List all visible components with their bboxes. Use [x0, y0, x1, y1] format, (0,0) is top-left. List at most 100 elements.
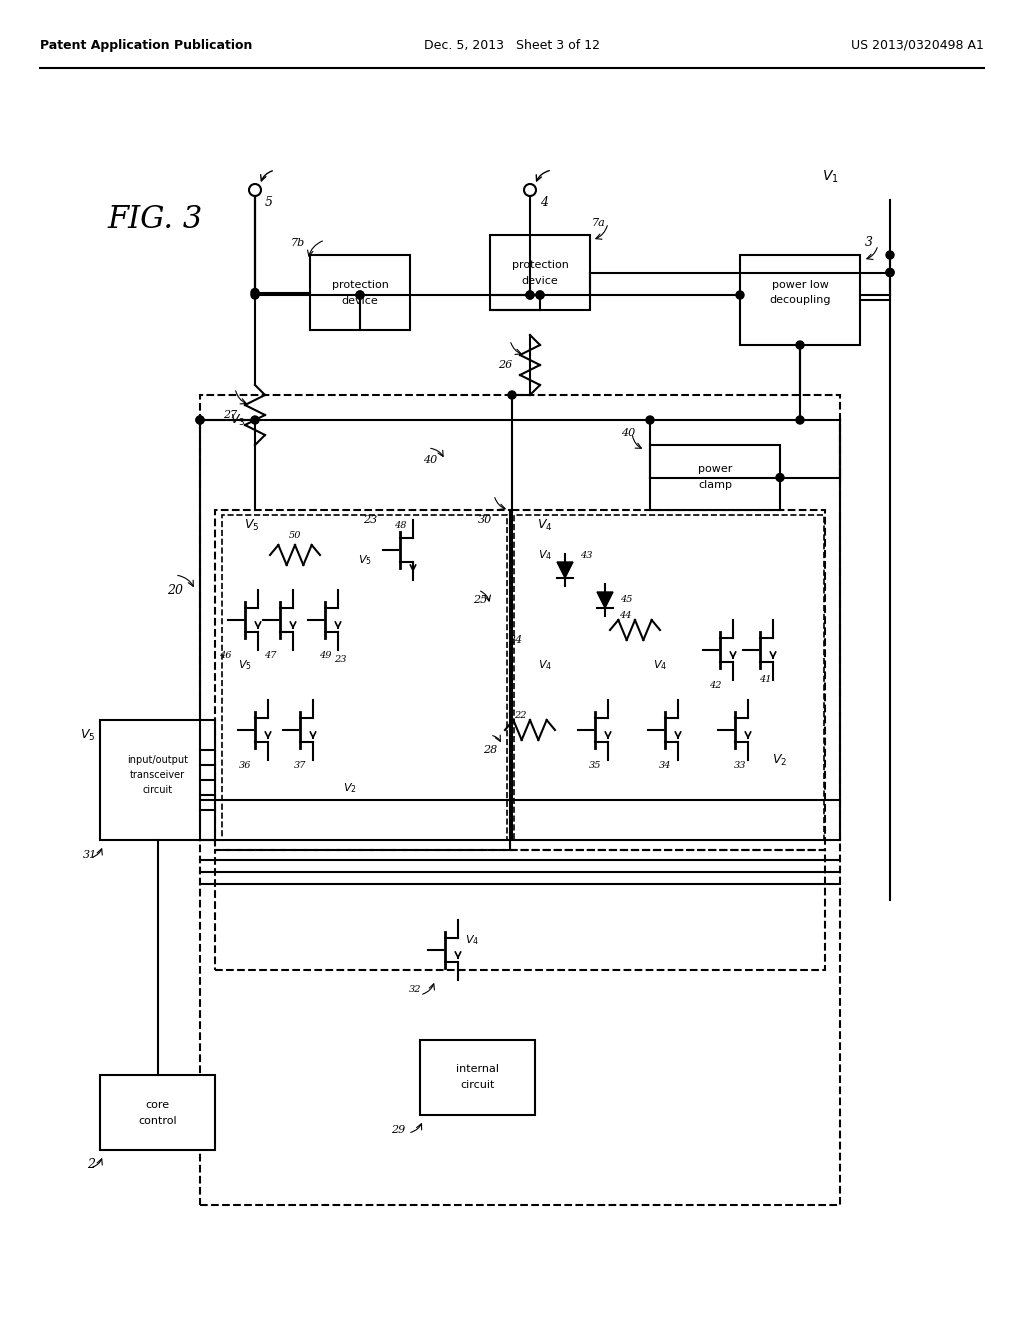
Text: 25: 25: [473, 595, 487, 605]
Text: 29: 29: [391, 1125, 406, 1135]
Text: protection: protection: [512, 260, 568, 269]
Text: Dec. 5, 2013   Sheet 3 of 12: Dec. 5, 2013 Sheet 3 of 12: [424, 38, 600, 51]
Text: device: device: [521, 276, 558, 285]
Text: power low: power low: [771, 280, 828, 290]
Text: US 2013/0320498 A1: US 2013/0320498 A1: [851, 38, 984, 51]
Text: transceiver: transceiver: [130, 770, 185, 780]
Circle shape: [776, 474, 784, 482]
Bar: [490, 235, 590, 310]
Text: control: control: [138, 1115, 177, 1126]
Bar: [740, 255, 860, 345]
Bar: [650, 445, 780, 510]
Bar: [215, 850, 825, 970]
Text: $V_5$: $V_5$: [238, 659, 252, 672]
Text: decoupling: decoupling: [769, 294, 830, 305]
Text: 41: 41: [759, 676, 771, 685]
Circle shape: [356, 290, 364, 300]
Circle shape: [796, 416, 804, 424]
Text: $V_3$: $V_3$: [230, 412, 246, 428]
Circle shape: [796, 341, 804, 348]
Text: $V_4$: $V_4$: [538, 548, 552, 562]
Bar: [510, 510, 825, 850]
Bar: [222, 515, 507, 840]
Text: $V_2$: $V_2$: [772, 752, 787, 767]
Text: 7a: 7a: [592, 218, 606, 228]
Circle shape: [646, 416, 654, 424]
Text: 20: 20: [167, 583, 183, 597]
Text: 33: 33: [734, 760, 746, 770]
Text: 31: 31: [83, 850, 97, 861]
Text: 42: 42: [709, 681, 721, 689]
Circle shape: [886, 268, 894, 276]
Text: device: device: [342, 296, 379, 305]
Text: 4: 4: [540, 195, 548, 209]
Text: 2: 2: [87, 1159, 95, 1172]
Text: 35: 35: [589, 760, 601, 770]
Text: 32: 32: [409, 986, 421, 994]
Text: circuit: circuit: [142, 785, 173, 795]
Text: 43: 43: [580, 550, 593, 560]
Polygon shape: [557, 562, 573, 578]
Circle shape: [536, 290, 544, 300]
Text: 27: 27: [223, 411, 237, 420]
Text: $V_4$: $V_4$: [653, 659, 667, 672]
Text: core: core: [145, 1100, 170, 1110]
Text: Patent Application Publication: Patent Application Publication: [40, 38, 252, 51]
Text: 26: 26: [498, 360, 512, 370]
Circle shape: [536, 290, 544, 300]
Circle shape: [526, 290, 534, 300]
Text: 40: 40: [423, 455, 437, 465]
Text: 50: 50: [289, 531, 301, 540]
Text: 49: 49: [318, 651, 331, 660]
Circle shape: [508, 391, 516, 399]
Text: 23: 23: [362, 515, 377, 525]
Text: 30: 30: [478, 515, 492, 525]
Text: protection: protection: [332, 280, 388, 289]
Text: FIG. 3: FIG. 3: [108, 205, 203, 235]
Circle shape: [251, 289, 259, 297]
Bar: [310, 255, 410, 330]
Polygon shape: [597, 591, 613, 609]
Text: 5: 5: [265, 195, 273, 209]
Text: 22: 22: [514, 710, 526, 719]
Bar: [514, 515, 824, 840]
Text: $V_1$: $V_1$: [821, 169, 839, 185]
Text: circuit: circuit: [461, 1081, 495, 1090]
Bar: [200, 395, 840, 1205]
Circle shape: [736, 290, 744, 300]
Circle shape: [251, 416, 259, 424]
Circle shape: [196, 416, 204, 424]
Bar: [100, 1074, 215, 1150]
Text: 36: 36: [239, 760, 251, 770]
Circle shape: [356, 290, 364, 300]
Text: $V_5$: $V_5$: [80, 727, 95, 743]
Bar: [100, 719, 215, 840]
Text: 37: 37: [294, 760, 306, 770]
Circle shape: [526, 290, 534, 300]
Text: internal: internal: [456, 1064, 499, 1074]
Text: clamp: clamp: [698, 480, 732, 491]
Bar: [420, 1040, 535, 1115]
Text: 46: 46: [219, 651, 231, 660]
Circle shape: [886, 251, 894, 259]
Text: $V_5$: $V_5$: [358, 553, 372, 566]
Text: 3: 3: [865, 236, 873, 249]
Text: 47: 47: [264, 651, 276, 660]
Text: 40: 40: [621, 428, 635, 438]
Text: 7b: 7b: [291, 238, 305, 248]
Text: $V_4$: $V_4$: [465, 933, 479, 946]
Text: 34: 34: [658, 760, 672, 770]
Text: $V_4$: $V_4$: [538, 659, 552, 672]
Text: 28: 28: [483, 744, 497, 755]
Text: $V_2$: $V_2$: [343, 781, 357, 795]
Bar: [215, 510, 510, 850]
Text: power: power: [697, 465, 732, 474]
Circle shape: [251, 290, 259, 300]
Circle shape: [886, 268, 894, 276]
Text: $V_5$: $V_5$: [245, 517, 260, 532]
Text: 48: 48: [394, 520, 407, 529]
Text: 24: 24: [508, 635, 522, 645]
Text: 45: 45: [620, 595, 633, 605]
Text: 23: 23: [334, 656, 346, 664]
Text: 44: 44: [618, 610, 631, 619]
